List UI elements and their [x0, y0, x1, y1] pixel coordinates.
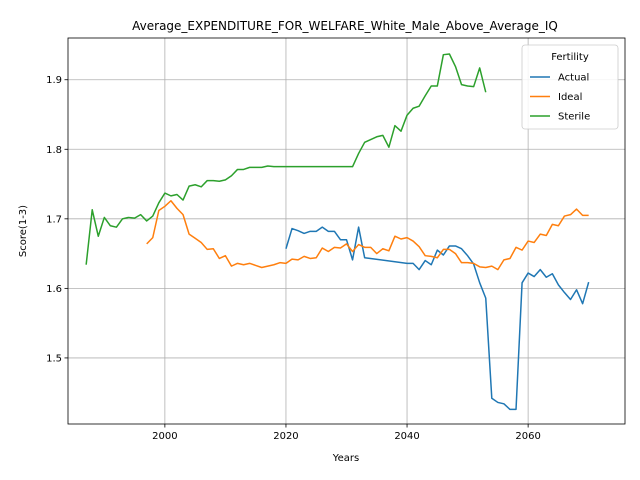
x-tick-label: 2060: [515, 431, 540, 442]
plot-frame: [67, 37, 626, 425]
y-tick-label: 1.6: [46, 284, 62, 295]
y-axis: 1.5 1.6 1.7 1.8 1.9: [46, 75, 68, 364]
plot-lines: [85, 53, 590, 411]
x-tick-label: 2020: [273, 431, 298, 442]
series-line-sterile: [85, 53, 487, 265]
legend-label-ideal: Ideal: [558, 92, 582, 103]
x-tick-label: 2000: [152, 431, 177, 442]
legend-label-actual: Actual: [558, 73, 589, 84]
y-tick-label: 1.7: [46, 214, 62, 225]
y-axis-label: Score(1-3): [18, 205, 29, 257]
legend: Fertility Actual Ideal Sterile: [521, 44, 619, 130]
legend-title: Fertility: [551, 52, 589, 63]
y-tick-label: 1.5: [46, 353, 62, 364]
chart-title: Average_EXPENDITURE_FOR_WELFARE_White_Ma…: [132, 19, 558, 33]
y-tick-label: 1.8: [46, 145, 62, 156]
y-tick-label: 1.9: [46, 75, 62, 86]
x-tick-label: 2040: [394, 431, 419, 442]
legend-box: [521, 44, 619, 130]
x-axis-label: Years: [332, 453, 359, 464]
series-line-actual: [285, 226, 590, 411]
series-line-ideal: [146, 200, 589, 271]
x-axis: 2000 2020 2040 2060: [152, 424, 541, 442]
legend-label-sterile: Sterile: [558, 112, 590, 123]
